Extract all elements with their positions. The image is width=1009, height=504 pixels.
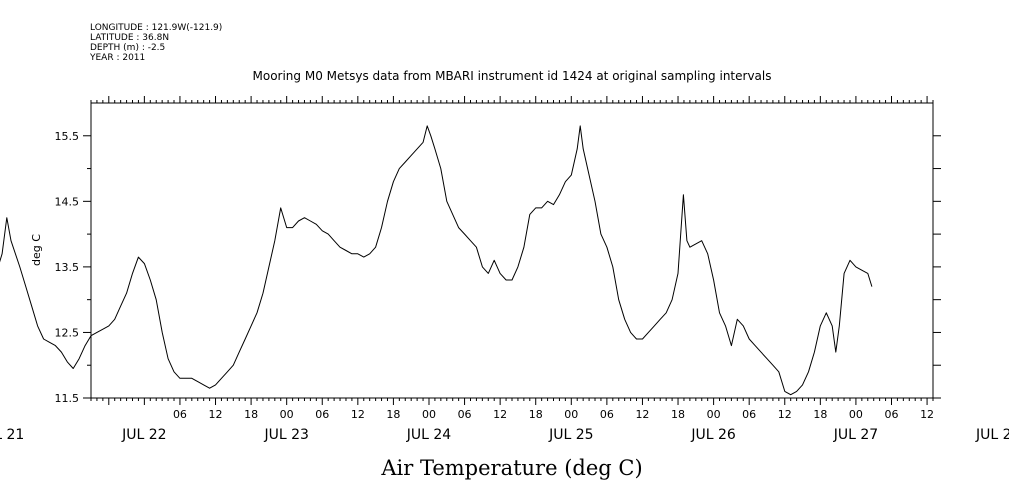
x-hour-label: 00 xyxy=(564,408,578,421)
x-hour-label: 06 xyxy=(884,408,898,421)
y-tick-label: 14.5 xyxy=(55,195,80,208)
year-text: YEAR : 2011 xyxy=(89,53,145,63)
x-hour-label: 18 xyxy=(671,408,685,421)
x-day-label: JUL 26 xyxy=(690,427,736,443)
x-hour-label: 00 xyxy=(422,408,436,421)
x-hour-label: 12 xyxy=(351,408,365,421)
x-hour-label: 12 xyxy=(778,408,792,421)
x-hour-label: 00 xyxy=(849,408,863,421)
longitude-text: LONGITUDE : 121.9W(-121.9) xyxy=(90,23,222,33)
x-hour-label: 06 xyxy=(600,408,614,421)
x-axis: 06 12 18 00 06 12 18 00 06 12 18 00 06 12 18 00 06 12 18 00… xyxy=(0,96,1009,443)
x-hour-label: 06 xyxy=(173,408,187,421)
x-hour-label: 12 xyxy=(635,408,649,421)
x-day-label: JUL 24 xyxy=(406,427,452,443)
series-layer xyxy=(0,125,873,396)
depth-text: DEPTH (m) : -2.5 xyxy=(90,43,165,53)
x-hour-label: 00 xyxy=(280,408,294,421)
chart-title: Mooring M0 Metsys data from MBARI instru… xyxy=(253,69,772,83)
x-hour-label: 12 xyxy=(493,408,507,421)
plot-frame xyxy=(90,102,934,399)
y-tick-label: 13.5 xyxy=(55,261,80,274)
x-hour-label: 00 xyxy=(707,408,721,421)
y-tick-label: 15.5 xyxy=(55,130,80,143)
x-hour-label: 06 xyxy=(315,408,329,421)
x-day-label: JUL 27 xyxy=(833,427,878,443)
x-hour-label: 18 xyxy=(386,408,400,421)
x-day-label: JUL 23 xyxy=(263,427,308,443)
y-tick-label: 12.5 xyxy=(55,326,80,339)
x-day-label: JUL 22 xyxy=(121,427,166,443)
x-day-label: JUL 25 xyxy=(548,427,593,443)
x-hour-label: 12 xyxy=(209,408,223,421)
x-hour-label: 06 xyxy=(458,408,472,421)
x-day-label: JUL 28 xyxy=(975,427,1009,443)
series-line-0 xyxy=(0,125,873,396)
y-tick-label: 11.5 xyxy=(55,392,80,405)
latitude-text: LATITUDE : 36.8N xyxy=(90,33,169,43)
x-axis-label: Air Temperature (deg C) xyxy=(380,456,642,480)
y-axis-label: deg C xyxy=(30,234,43,266)
y-axis: 11.5 12.5 13.5 14.5 15.5 xyxy=(55,130,941,405)
x-hour-label: 18 xyxy=(529,408,543,421)
x-day-label: JUL 21 xyxy=(0,427,24,443)
x-hour-label: 18 xyxy=(244,408,258,421)
x-hour-label: 06 xyxy=(742,408,756,421)
x-hour-label: 18 xyxy=(813,408,827,421)
x-hour-label: 12 xyxy=(920,408,934,421)
